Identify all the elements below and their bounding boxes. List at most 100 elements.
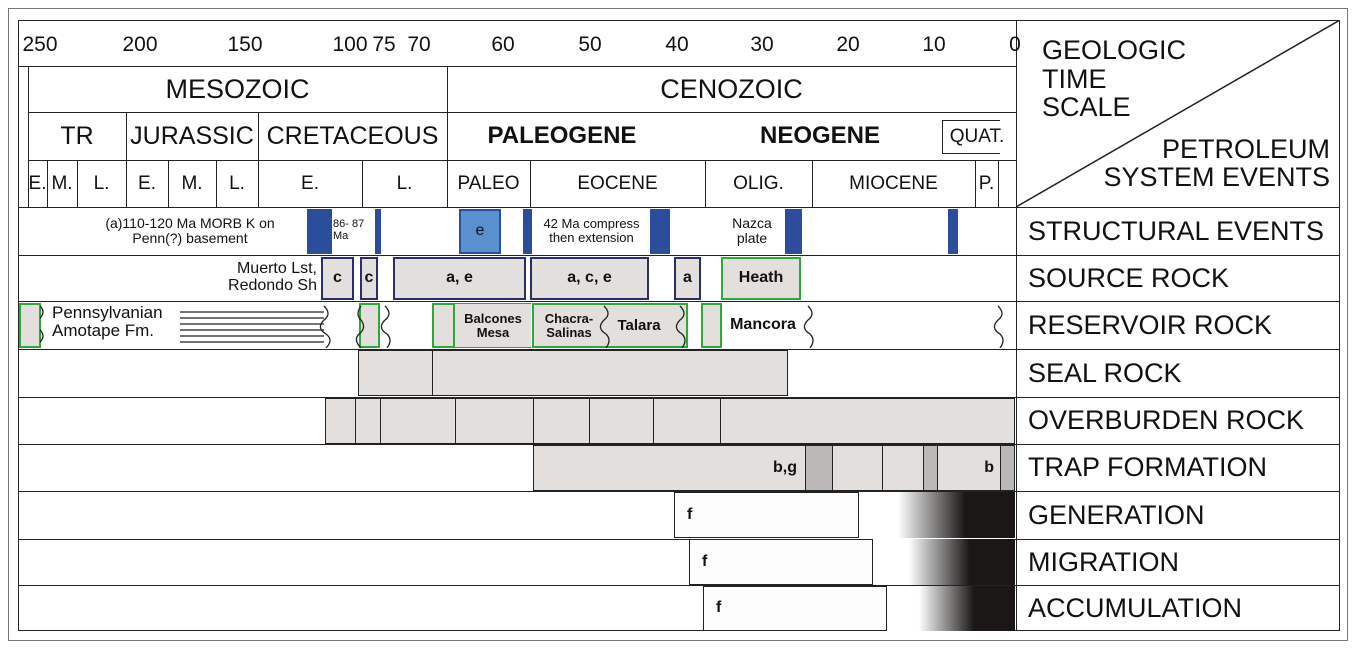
overburden-block	[325, 398, 356, 444]
row-label-accumulation: ACCUMULATION	[1028, 592, 1243, 623]
tick-label: 150	[227, 32, 263, 56]
epoch-label: PALEO	[457, 172, 520, 194]
period-jurassic: JURASSIC	[130, 121, 254, 150]
reservoir-block	[359, 303, 380, 348]
reservoir-label-chacra-salinas: Chacra- Salinas	[544, 310, 594, 340]
epoch-label: E.	[28, 172, 47, 194]
structural-event-bar	[523, 209, 532, 254]
trap-block-dark	[1000, 445, 1015, 491]
tick-label: 200	[122, 32, 158, 56]
row-label-overburden: OVERBURDEN ROCK	[1028, 405, 1305, 436]
trap-block-dark	[805, 445, 833, 491]
epoch-label: L.	[396, 172, 413, 194]
migration-block: f	[689, 539, 873, 585]
chart-grid	[18, 20, 1340, 631]
source-block-ae: a, e	[393, 257, 526, 300]
row-label-migration: MIGRATION	[1028, 546, 1179, 577]
reservoir-block	[19, 303, 41, 348]
trap-block	[832, 445, 883, 491]
structural-event-bar	[650, 209, 670, 254]
trap-block	[882, 445, 924, 491]
epoch-label: E.	[301, 172, 319, 194]
overburden-block	[455, 398, 534, 444]
header-subtitle: PETROLEUM SYSTEM EVENTS	[1103, 133, 1330, 192]
overburden-block	[720, 398, 1015, 444]
epoch-label: M.	[51, 172, 73, 194]
period-cretaceous: CRETACEOUS	[266, 121, 439, 150]
structural-note-nazca: Nazca plate	[732, 215, 772, 246]
tick-label: 100	[332, 32, 368, 56]
source-block-ace: a, c, e	[530, 257, 649, 300]
source-block-a: a	[674, 257, 701, 300]
structural-event-bar	[375, 209, 381, 254]
period-quaternary: QUAT.	[949, 126, 1005, 148]
source-block-c: c	[360, 257, 378, 300]
generation-block: f	[674, 492, 859, 538]
tick-label: 250	[22, 32, 58, 56]
seal-block	[432, 350, 788, 396]
row-label-trap: TRAP FORMATION	[1028, 452, 1268, 483]
tick-label: 70	[407, 32, 431, 56]
epoch-label: L.	[93, 172, 110, 194]
epoch-label: L.	[229, 172, 245, 194]
overburden-block	[589, 398, 654, 444]
pennsylvanian-hatching	[40, 305, 331, 348]
morb-note: (a)110-120 Ma MORB K on Penn(?) basement	[105, 215, 275, 246]
row-label-seal: SEAL ROCK	[1028, 357, 1182, 388]
reservoir-block	[432, 303, 455, 348]
epoch-label: EOCENE	[577, 172, 658, 194]
reservoir-block-chacra-talara	[532, 303, 688, 348]
overburden-block	[355, 398, 381, 444]
structural-note-86ma: 86- 87 Ma	[333, 218, 365, 242]
epoch-label: P.	[978, 172, 995, 194]
tick-label: 10	[922, 32, 946, 56]
era-mesozoic: MESOZOIC	[165, 73, 310, 104]
structural-note-42ma: 42 Ma compress then extension	[543, 216, 640, 245]
structural-event-bar	[948, 209, 958, 254]
row-label-structural: STRUCTURAL EVENTS	[1028, 215, 1325, 246]
overburden-block	[653, 398, 721, 444]
migration-gradient	[872, 539, 1015, 585]
tick-label: 60	[491, 32, 515, 56]
trap-block-bg: b,g	[533, 445, 806, 491]
outer-frame	[8, 8, 1348, 641]
unconformity-wave	[599, 305, 686, 348]
period-paleogene: PALEOGENE	[487, 122, 637, 150]
accumulation-gradient	[886, 586, 1015, 631]
trap-block-dark	[923, 445, 938, 491]
reservoir-label-pennsylvanian: Pennsylvanian	[52, 303, 163, 322]
structural-event-e: e	[459, 209, 501, 254]
row-label-reservoir: RESERVOIR ROCK	[1028, 309, 1273, 340]
structural-event-bar	[785, 209, 802, 254]
tick-label: 20	[836, 32, 860, 56]
tick-label: 0	[1009, 32, 1021, 56]
source-block-c: c	[321, 257, 354, 300]
era-cenozoic: CENOZOIC	[660, 73, 803, 104]
reservoir-label-talara: Talara	[617, 316, 661, 334]
epoch-label: OLIG.	[733, 172, 784, 194]
reservoir-label-amotape: Amotape Fm.	[52, 320, 155, 340]
unconformity-wave	[803, 305, 1004, 348]
period-triassic: TR	[60, 121, 94, 150]
reservoir-block	[701, 303, 722, 348]
reservoir-block-balcones-mesa: Balcones Mesa	[455, 303, 531, 348]
row-label-generation: GENERATION	[1028, 499, 1205, 530]
tick-label: 30	[750, 32, 774, 56]
epoch-label: E.	[138, 172, 156, 194]
overburden-block	[380, 398, 456, 444]
epoch-label: MIOCENE	[849, 172, 938, 194]
epoch-label: M.	[181, 172, 203, 194]
source-block-heath: Heath	[721, 257, 801, 300]
overburden-block	[533, 398, 590, 444]
tick-label: 75	[372, 32, 396, 56]
tick-label: 40	[665, 32, 689, 56]
generation-gradient	[858, 492, 1015, 538]
reservoir-label-mancora: Mancora	[730, 316, 796, 334]
header-title: GEOLOGIC TIME SCALE	[1042, 35, 1187, 123]
seal-block	[358, 350, 433, 396]
quat-box	[942, 120, 1000, 154]
header-diagonal	[1016, 20, 1340, 207]
source-label-muerto: Muerto Lst, Redondo Sh	[228, 260, 317, 294]
row-label-source: SOURCE ROCK	[1028, 262, 1230, 293]
